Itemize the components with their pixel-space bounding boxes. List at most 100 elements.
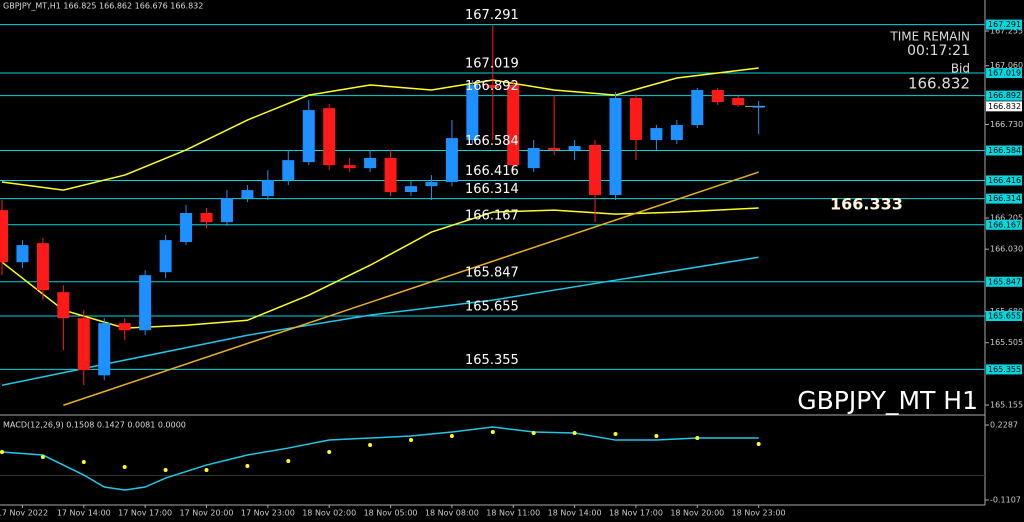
signal-dot bbox=[0, 450, 4, 455]
bid-axis-label: 166.832 bbox=[988, 102, 1021, 111]
candle-body bbox=[609, 97, 622, 196]
level-label: 165.847 bbox=[465, 265, 519, 280]
candle-body bbox=[0, 210, 8, 263]
signal-dot bbox=[490, 430, 495, 435]
macd-tick-label: 0.2287 bbox=[990, 421, 1018, 430]
candle-body bbox=[425, 182, 438, 187]
x-tick-label: 17 Nov 20:00 bbox=[180, 509, 234, 518]
candle-body bbox=[486, 84, 499, 88]
bid-label: Bid bbox=[951, 62, 970, 76]
candle-body bbox=[405, 186, 417, 193]
bid-value: 166.832 bbox=[908, 75, 970, 93]
signal-dot bbox=[81, 460, 86, 465]
y-tick-label: 165.155 bbox=[990, 401, 1023, 410]
candle-body bbox=[220, 198, 233, 223]
signal-dot bbox=[163, 468, 168, 473]
level-axis-label: 166.892 bbox=[988, 91, 1021, 100]
level-box bbox=[986, 145, 1022, 156]
candle-body bbox=[548, 148, 561, 150]
signal-dot bbox=[122, 465, 127, 470]
x-tick-label: 18 Nov 08:00 bbox=[425, 509, 479, 518]
macd-line bbox=[1, 426, 759, 491]
candle-body bbox=[466, 84, 479, 141]
y-tick-label: 166.730 bbox=[990, 120, 1023, 129]
level-box bbox=[986, 364, 1022, 375]
candle-body bbox=[343, 165, 356, 169]
candle-body bbox=[445, 138, 458, 183]
x-tick-label: 18 Nov 11:00 bbox=[486, 509, 540, 518]
x-tick-label: 17 Nov 23:00 bbox=[241, 509, 295, 518]
level-axis-label: 167.291 bbox=[988, 20, 1021, 29]
level-axis-label: 166.167 bbox=[988, 220, 1021, 229]
signal-dot bbox=[286, 459, 291, 464]
candle-body bbox=[159, 240, 172, 273]
time-remain: 00:17:21 bbox=[907, 43, 970, 59]
time-remain-label: TIME REMAIN bbox=[889, 30, 970, 44]
bid-box bbox=[986, 101, 1022, 112]
marker-price: 166.333 bbox=[830, 195, 903, 214]
level-label: 166.416 bbox=[465, 164, 519, 179]
level-label: 167.019 bbox=[465, 57, 519, 72]
x-tick-label: 18 Nov 02:00 bbox=[302, 509, 356, 518]
x-tick-label: 17 Nov 17:00 bbox=[118, 509, 172, 518]
candle-body bbox=[589, 144, 602, 196]
level-label: 165.655 bbox=[465, 299, 519, 314]
level-axis-label: 166.314 bbox=[988, 194, 1021, 203]
macd-tick-label: -0.1107 bbox=[990, 496, 1021, 505]
candle-body bbox=[139, 275, 152, 331]
level-label: 166.892 bbox=[465, 79, 519, 94]
level-box bbox=[986, 310, 1022, 321]
plot bbox=[0, 24, 985, 491]
candle-body bbox=[180, 213, 193, 243]
candle-body bbox=[691, 89, 704, 126]
candle-body bbox=[568, 146, 581, 150]
signal-dot bbox=[245, 464, 250, 469]
x-tick-label: 18 Nov 23:00 bbox=[732, 509, 786, 518]
y-tick-label: 166.205 bbox=[990, 214, 1023, 223]
signal-dot bbox=[449, 434, 454, 439]
candle-body bbox=[670, 125, 683, 141]
x-tick-label: 18 Nov 05:00 bbox=[364, 509, 418, 518]
candle-body bbox=[302, 110, 315, 163]
level-box bbox=[986, 68, 1022, 79]
y-tick-label: 167.255 bbox=[990, 26, 1023, 35]
candle-body bbox=[16, 245, 29, 263]
signal-dot bbox=[613, 432, 618, 437]
level-axis-label: 165.847 bbox=[988, 277, 1021, 286]
signal-dot bbox=[40, 455, 45, 460]
level-box bbox=[986, 90, 1022, 101]
level-label: 166.314 bbox=[465, 182, 519, 197]
signal-dot bbox=[368, 443, 373, 448]
x-tick-label: 18 Nov 20:00 bbox=[670, 509, 724, 518]
level-box bbox=[986, 193, 1022, 204]
signal-dot bbox=[204, 468, 209, 473]
signal-dot bbox=[409, 438, 413, 443]
level-axis-label: 167.019 bbox=[988, 69, 1021, 78]
level-label: 166.167 bbox=[465, 208, 519, 223]
signal-dot bbox=[531, 431, 536, 436]
level-box bbox=[986, 175, 1022, 186]
candle-body bbox=[98, 323, 111, 376]
candle-body bbox=[629, 97, 642, 141]
level-axis-label: 165.655 bbox=[988, 311, 1021, 320]
candle-body bbox=[77, 318, 90, 371]
signal-dot bbox=[756, 442, 761, 447]
level-axis-label: 165.355 bbox=[988, 365, 1021, 374]
level-box bbox=[986, 19, 1022, 30]
level-label: 166.584 bbox=[465, 134, 519, 149]
candle-body bbox=[282, 160, 295, 181]
overlay-line bbox=[1, 256, 759, 387]
signal-dot bbox=[572, 431, 577, 436]
candle-body bbox=[752, 106, 765, 108]
y-tick-label: 165.505 bbox=[990, 338, 1023, 347]
level-label: 167.291 bbox=[465, 8, 519, 23]
candle-body bbox=[732, 97, 745, 106]
macd-label: MACD(12,26,9) 0.1508 0.1427 0.0081 0.000… bbox=[3, 421, 186, 430]
candle-body bbox=[118, 323, 131, 331]
y-tick-label: 166.030 bbox=[990, 245, 1023, 254]
candle-body bbox=[261, 180, 274, 197]
candle-body bbox=[241, 190, 254, 199]
signal-dot bbox=[654, 434, 659, 439]
x-tick-label: 18 Nov 14:00 bbox=[548, 509, 602, 518]
x-tick-label: 17 Nov 14:00 bbox=[57, 509, 111, 518]
